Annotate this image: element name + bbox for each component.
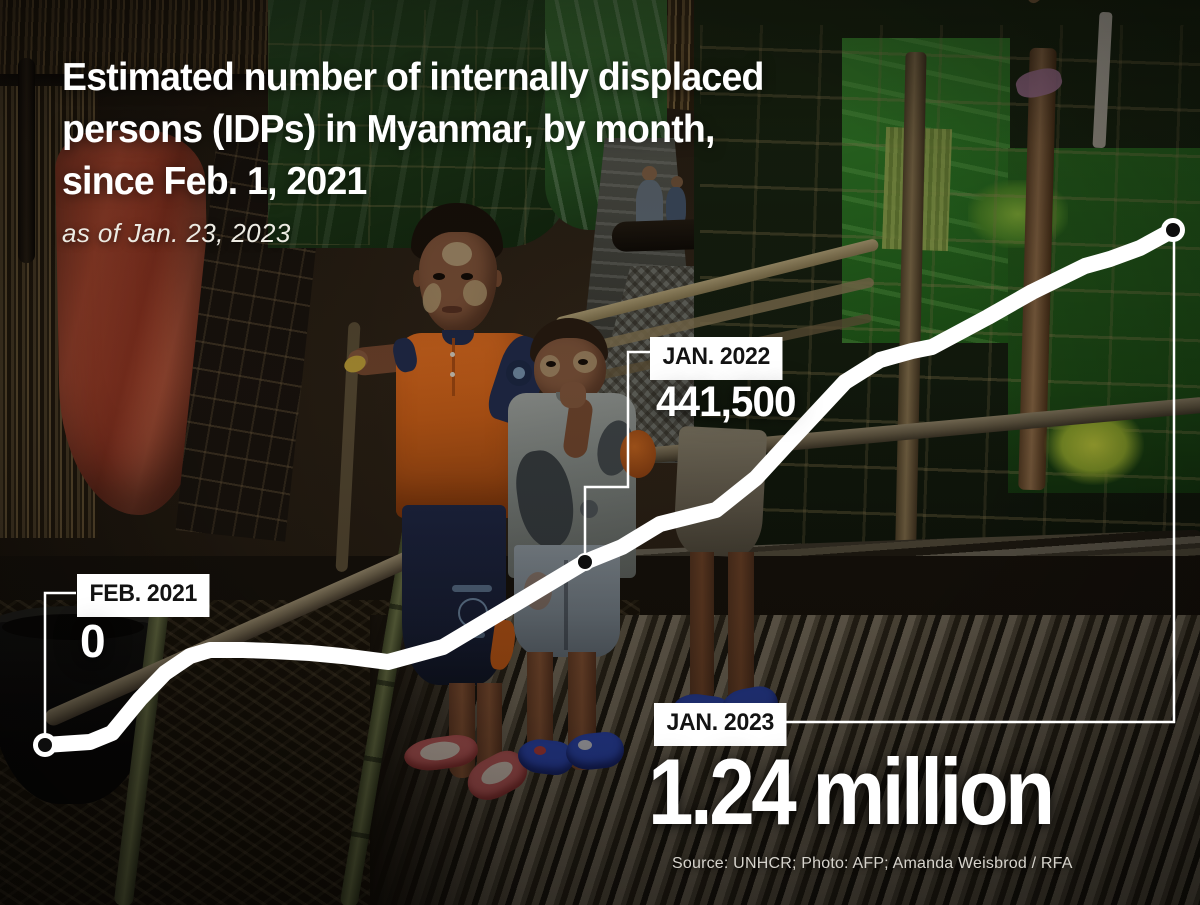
source-credit: Source: UNHCR; Photo: AFP; Amanda Weisbr… xyxy=(672,855,1073,872)
annotation-label-jan-2023: JAN. 2023 xyxy=(654,703,787,746)
annotation-jan-2022: JAN. 2022 xyxy=(650,337,788,380)
idp-trend-line xyxy=(37,222,1181,753)
title-line-1: Estimated number of internally displaced xyxy=(62,56,764,99)
annotation-feb-2021: FEB. 2021 xyxy=(77,574,215,617)
chart-header: Estimated number of internally displaced… xyxy=(62,52,793,249)
page-title: Estimated number of internally displaced… xyxy=(62,52,764,208)
annotation-label-jan-2022: JAN. 2022 xyxy=(650,337,783,380)
annotation-value-jan-2023: 1.24 million xyxy=(648,739,1055,844)
annotation-jan-2023: JAN. 2023 xyxy=(654,703,792,746)
title-line-3: since Feb. 1, 2021 xyxy=(62,159,367,203)
data-markers xyxy=(33,218,1185,757)
annotation-label-feb-2021: FEB. 2021 xyxy=(77,574,210,617)
leader-lines xyxy=(43,238,1176,738)
title-line-2: persons (IDPs) in Myanmar, by month, xyxy=(62,107,715,151)
annotation-value-feb-2021: 0 xyxy=(80,615,106,667)
as-of-date: as of Jan. 23, 2023 xyxy=(62,217,291,248)
annotation-value-jan-2022: 441,500 xyxy=(656,378,796,426)
